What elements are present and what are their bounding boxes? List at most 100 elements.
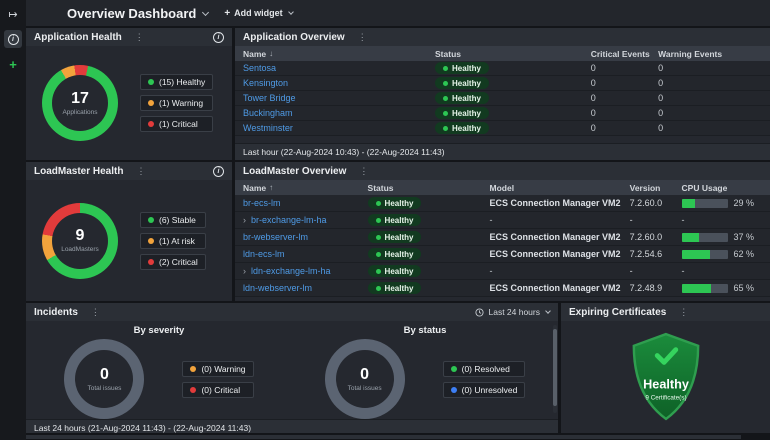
application-link[interactable]: Sentosa [243, 63, 277, 73]
status-badge: Healthy [435, 107, 489, 119]
status-badge: Healthy [435, 92, 489, 104]
warning-events-cell: 0 [658, 93, 664, 103]
incidents-range-label: Last 24 hours [488, 307, 540, 317]
status-dot-icon [443, 110, 449, 116]
status-label: Healthy [384, 266, 414, 276]
legend-dot-icon [148, 100, 154, 106]
add-nav-icon[interactable]: + [9, 56, 17, 72]
status-badge: Healthy [367, 248, 422, 260]
application-link[interactable]: Buckingham [243, 108, 293, 118]
status-badge: Healthy [367, 231, 422, 243]
incidents-panel: Incidents ⋮ Last 24 hours By severity [26, 303, 558, 433]
application-link[interactable]: Westminster [243, 123, 293, 133]
legend-label: (1) At risk [159, 235, 195, 246]
table-row: Tower Bridge Healthy 0 0 [235, 91, 770, 106]
info-icon: i [7, 33, 19, 45]
table-row: Sentosa Healthy 0 0 [235, 61, 770, 76]
status-label: Healthy [384, 232, 414, 242]
status-label: Healthy [452, 78, 481, 88]
table-row: br-webserver-lm Healthy ECS Connection Man… [235, 229, 770, 246]
name-cell: Buckingham [243, 108, 435, 118]
column-header-label: Critical Events [590, 48, 650, 59]
loadmaster-health-body: 9 LoadMasters (6) Stable (1) At risk (2) C… [26, 180, 232, 301]
table-row: › ldn-exchange-lm-ha Healthy - - - [235, 263, 770, 280]
dashboard-selector-chevron-icon[interactable] [202, 8, 210, 16]
application-link[interactable]: Kensington [243, 78, 289, 88]
legend-label: (0) Unresolved [461, 384, 518, 395]
status-cell: Healthy [435, 62, 591, 74]
expand-sidebar-icon[interactable]: ↦ [8, 8, 18, 21]
application-link[interactable]: Tower Bridge [243, 93, 296, 103]
loadmaster-health-title: LoadMaster Health [34, 165, 124, 177]
expiring-certificates-menu-icon[interactable]: ⋮ [679, 306, 689, 317]
loadmaster-link[interactable]: ldn-exchange-lm-ha [251, 266, 331, 276]
column-header-critical-events[interactable]: Critical Events [591, 49, 658, 59]
incidents-scrollbar-thumb[interactable] [553, 328, 557, 406]
column-header-cpu-usage[interactable]: CPU Usage [682, 183, 762, 193]
column-header-model[interactable]: Model [490, 183, 630, 193]
application-overview-menu-icon[interactable]: ⋮ [357, 31, 367, 42]
application-overview-header: Application Overview ⋮ [235, 28, 770, 46]
loadmaster-link[interactable]: br-ecs-lm [243, 198, 281, 208]
loadmaster-overview-column-headers: Name ↑ Status Model Version CPU Usage [235, 180, 770, 195]
column-header-name[interactable]: Name ↑ [243, 183, 368, 193]
add-widget-button[interactable]: + Add widget [224, 8, 294, 19]
name-cell: br-ecs-lm [243, 198, 368, 208]
expand-chevron-icon[interactable]: › [243, 215, 246, 225]
legend-dot-icon [148, 216, 154, 223]
cpu-usage-value: 29 % [733, 198, 755, 208]
status-badge: Healthy [367, 197, 422, 209]
application-health-total-label: Applications [62, 108, 98, 116]
legend-dot-icon [190, 365, 197, 372]
legend-chip: (0) Critical [182, 381, 254, 398]
info-nav-icon[interactable]: i [4, 30, 22, 48]
clock-icon [475, 307, 485, 317]
cpu-usage-bar-fill [681, 249, 711, 259]
cpu-usage-value: 65 % [733, 283, 755, 293]
application-health-title: Application Health [34, 31, 122, 43]
status-cell: Healthy [367, 248, 490, 260]
by-status-title: By status [403, 325, 447, 336]
incidents-range-dropdown[interactable]: Last 24 hours [475, 307, 551, 317]
loadmaster-link[interactable]: br-webserver-lm [243, 232, 309, 242]
loadmaster-overview-menu-icon[interactable]: ⋮ [359, 165, 369, 176]
application-health-info-icon[interactable]: i [213, 31, 224, 43]
status-dot-icon [443, 65, 449, 71]
status-cell: Healthy [435, 77, 591, 89]
expiring-certificates-header: Expiring Certificates ⋮ [561, 303, 770, 321]
column-header-label: Model [489, 182, 515, 193]
column-header-status[interactable]: Status [435, 49, 591, 59]
legend-dot-icon [190, 386, 197, 393]
application-health-menu-icon[interactable]: ⋮ [134, 31, 144, 42]
column-header-status[interactable]: Status [368, 183, 490, 193]
loadmaster-link[interactable]: br-exchange-lm-ha [251, 215, 327, 225]
sort-icon: ↓ [269, 49, 274, 58]
by-severity-total: 0 [100, 365, 109, 383]
legend-label: (1) Warning [159, 98, 204, 108]
application-health-panel: Application Health ⋮ i 17 Applications (… [26, 28, 232, 160]
column-header-version[interactable]: Version [630, 183, 682, 193]
column-header-label: Name [243, 182, 267, 193]
status-label: Healthy [384, 249, 414, 259]
legend-dot-icon [450, 365, 457, 372]
version-cell: - [629, 215, 633, 225]
application-health-legend: (15) Healthy (1) Warning (1) Critical [140, 74, 214, 132]
column-header-warning-events[interactable]: Warning Events [658, 49, 762, 59]
name-cell: › ldn-exchange-lm-ha [243, 266, 368, 276]
status-dot-icon [443, 95, 449, 101]
expand-chevron-icon[interactable]: › [243, 266, 246, 276]
loadmaster-health-menu-icon[interactable]: ⋮ [136, 165, 146, 176]
incidents-menu-icon[interactable]: ⋮ [90, 306, 100, 317]
column-header-name[interactable]: Name ↓ [243, 49, 435, 59]
loadmaster-health-info-icon[interactable]: i [213, 165, 224, 177]
model-cell: ECS Connection Manager VM2 [489, 283, 621, 293]
warning-events-cell: 0 [658, 123, 664, 133]
cpu-usage-bar-fill [681, 283, 712, 293]
status-cell: Healthy [367, 197, 490, 209]
loadmaster-link[interactable]: ldn-webserver-lm [243, 283, 313, 293]
loadmaster-link[interactable]: ldn-ecs-lm [243, 249, 285, 259]
status-dot-icon [375, 200, 381, 206]
page-title: Overview Dashboard [67, 5, 197, 21]
legend-chip: (2) Critical [140, 253, 206, 270]
incidents-range-chevron-icon [545, 308, 551, 314]
